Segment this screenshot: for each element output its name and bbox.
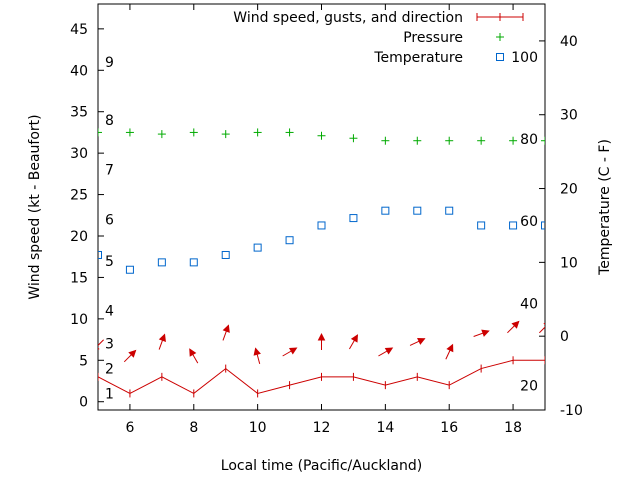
y2-tick-label: 10 <box>560 255 578 271</box>
x-tick-label: 16 <box>440 420 458 436</box>
wind-direction-arrow <box>222 324 230 341</box>
x-axis-title: Local time (Pacific/Auckland) <box>221 458 422 474</box>
y-tick-label: 35 <box>70 105 88 121</box>
y-tick-label: 15 <box>70 270 88 286</box>
beaufort-label: 8 <box>105 113 114 129</box>
pressure-point <box>445 136 454 145</box>
wind-direction-arrow <box>409 337 426 346</box>
y2-tick-label: 30 <box>560 108 578 124</box>
legend-label-wind: Wind speed, gusts, and direction <box>233 10 463 26</box>
axes-layer <box>97 3 546 411</box>
pressure-point <box>477 136 486 145</box>
wind-direction-arrow <box>253 347 261 364</box>
x-tick-label: 18 <box>504 420 522 436</box>
temperature-point <box>285 236 294 245</box>
legend-marker-temperature <box>496 53 504 61</box>
fahrenheit-label: 20 <box>520 379 538 395</box>
fahrenheit-label: 40 <box>520 297 538 313</box>
fahrenheit-label: 60 <box>520 214 538 230</box>
pressure-point <box>381 136 390 145</box>
series-clip-group <box>98 128 545 398</box>
x-tick-label: 14 <box>376 420 394 436</box>
series-layer <box>98 128 545 398</box>
beaufort-label: 6 <box>105 212 114 228</box>
y-tick-label: 30 <box>70 146 88 162</box>
pressure-point <box>413 136 422 145</box>
fahrenheit-label: 100 <box>511 50 538 66</box>
legend-marker-pressure <box>496 33 504 41</box>
temperature-point <box>413 206 422 215</box>
temperature-point <box>98 250 102 259</box>
legend-label-temperature: Temperature <box>373 50 463 66</box>
beaufort-label: 4 <box>105 304 114 320</box>
temperature-point <box>253 243 262 252</box>
y2-axis-title: Temperature (C - F) <box>597 139 613 276</box>
y2-tick-label: -10 <box>560 403 583 419</box>
temperature-point <box>221 250 230 259</box>
legend: Wind speed, gusts, and direction Pressur… <box>233 10 524 66</box>
wind-direction-arrow <box>538 322 545 334</box>
label-layer: 6 8 10 12 14 16 18051015202530354045-100102030… <box>27 22 613 474</box>
wind-direction-arrow <box>98 339 105 350</box>
x-tick-label: 12 <box>313 420 331 436</box>
temperature-point <box>509 221 518 230</box>
x-tick-label: 8 <box>189 420 198 436</box>
pressure-point <box>509 136 518 145</box>
legend-label-pressure: Pressure <box>403 30 463 46</box>
pressure-point <box>125 128 134 137</box>
beaufort-label: 2 <box>105 362 114 378</box>
y2-tick-label: 40 <box>560 34 578 50</box>
pressure-point <box>189 128 198 137</box>
pressure-point <box>541 136 545 145</box>
wind-direction-arrow <box>189 348 199 364</box>
wind-direction-arrow <box>445 343 454 360</box>
fahrenheit-label: 80 <box>520 132 538 148</box>
y-tick-label: 20 <box>70 229 88 245</box>
wind-direction-arrow <box>378 347 394 357</box>
y-tick-label: 40 <box>70 63 88 79</box>
temperature-point <box>445 206 454 215</box>
y-axis-title: Wind speed (kt - Beaufort) <box>27 114 43 299</box>
pressure-point <box>253 128 262 137</box>
wind-direction-arrow <box>282 347 298 357</box>
y2-tick-label: 0 <box>560 329 569 345</box>
wind-direction-arrow <box>158 333 166 350</box>
y-tick-label: 5 <box>79 353 88 369</box>
beaufort-label: 5 <box>105 254 114 270</box>
beaufort-label: 3 <box>105 337 114 353</box>
temperature-point <box>317 221 326 230</box>
wind-direction-arrow <box>507 320 520 334</box>
wind-direction-arrow <box>348 334 358 350</box>
y-tick-label: 0 <box>79 395 88 411</box>
x-tick-label: 6 <box>125 420 134 436</box>
y-tick-label: 45 <box>70 22 88 38</box>
temperature-point <box>125 265 134 274</box>
pressure-point <box>221 130 230 139</box>
temperature-point <box>477 221 486 230</box>
wind-direction-arrow <box>123 349 137 363</box>
pressure-point <box>98 128 102 137</box>
y-tick-label: 10 <box>70 312 88 328</box>
temperature-point <box>349 214 358 223</box>
pressure-point <box>157 130 166 139</box>
beaufort-label: 7 <box>105 163 114 179</box>
pressure-point <box>349 134 358 143</box>
y2-tick-label: 20 <box>560 182 578 198</box>
pressure-point <box>317 131 326 140</box>
y-tick-label: 25 <box>70 188 88 204</box>
temperature-point <box>189 258 198 267</box>
temperature-point <box>541 221 545 230</box>
wind-direction-arrow <box>473 329 490 337</box>
temperature-point <box>157 258 166 267</box>
temperature-point <box>381 206 390 215</box>
x-tick-label: 10 <box>249 420 267 436</box>
beaufort-label: 1 <box>105 386 114 402</box>
beaufort-label: 9 <box>105 55 114 71</box>
pressure-point <box>285 128 294 137</box>
wind-direction-arrow <box>317 332 326 351</box>
